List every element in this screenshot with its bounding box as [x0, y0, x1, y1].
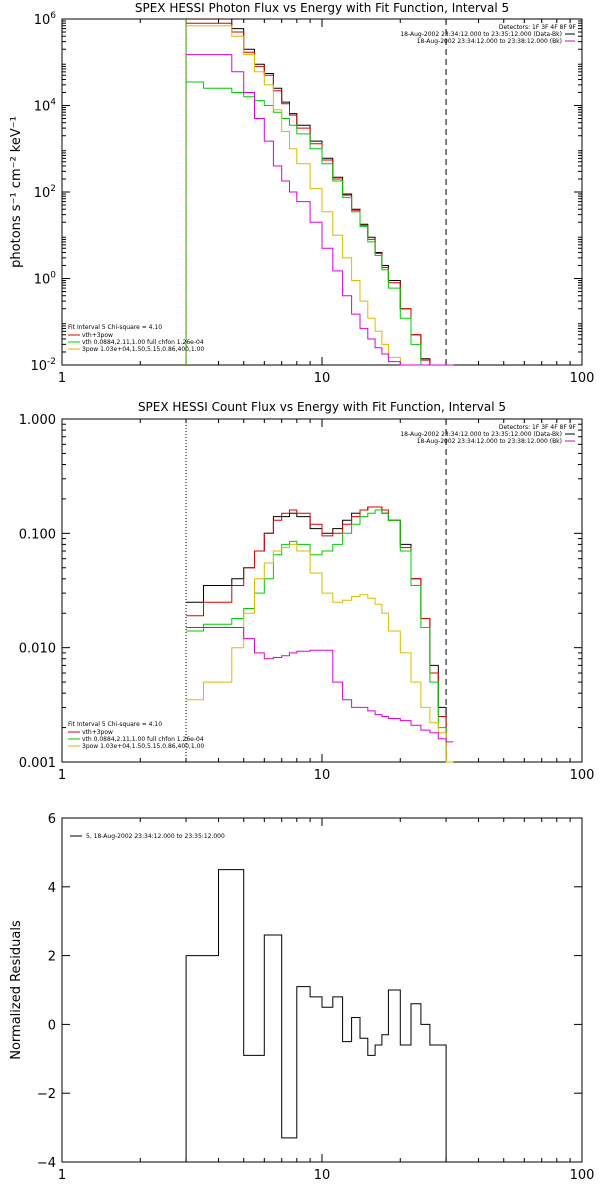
panel3-ytick-label: 4 [48, 881, 56, 896]
panel2-series-4 [186, 627, 454, 743]
panel1-series-4 [186, 54, 454, 366]
panel2-title: SPEX HESSI Count Flux vs Energy with Fit… [138, 400, 506, 414]
panel2-series-0 [186, 506, 454, 763]
panel1-header-line: 18-Aug-2002 23:34:12.000 to 23:38:12.000… [417, 38, 562, 45]
panel1-xtick-label: 100 [570, 371, 595, 386]
panel1-legend-title: Fit Interval 5 Chi-square = 4.10 [68, 324, 162, 331]
panel2-legend-title: Fit Interval 5 Chi-square = 4.10 [68, 721, 162, 728]
panel3-ytick-label: 0 [48, 1018, 56, 1033]
panel3-plot-frame [61, 817, 583, 1163]
panel1-series-2 [186, 81, 454, 366]
panel1-ytick-label: 100 [34, 271, 57, 288]
panel2-ytick-label: 0.010 [19, 642, 56, 657]
panel1-ytick-label: 10-2 [30, 357, 56, 374]
panel2-legend-item: vth 0.0884,2.11,1.00 full chfon 1.26e-04 [82, 736, 204, 743]
panel3-ylabel: Normalized Residuals [9, 920, 24, 1060]
panel1-ylabel: photons s⁻¹ cm⁻² keV⁻¹ [9, 116, 24, 268]
panel3-series-0 [185, 869, 447, 1162]
panel3-legend-item: 5, 18-Aug-2002 23:34:12.000 to 23:35:12.… [86, 833, 225, 840]
panel2-xtick-label: 100 [570, 768, 595, 783]
panel3-ytick-label: −2 [37, 1087, 56, 1102]
panel1-ytick-label: 102 [34, 184, 56, 201]
panel2-header-line: 18-Aug-2002 23:34:12.000 to 23:38:12.000… [417, 438, 562, 445]
panel2-ytick-label: 1.000 [19, 413, 56, 428]
panel3-ytick-label: 6 [48, 812, 56, 827]
panel2-series-3 [186, 543, 454, 763]
panel2-detectors: Detectors: 1F 3F 4F 8F 9F [499, 424, 577, 431]
panel2-xtick-label: 10 [314, 768, 331, 783]
panel1-series-0 [186, 18, 454, 366]
panel2-series-1 [186, 506, 454, 763]
panel1-ytick-label: 106 [34, 11, 57, 28]
panel1-xtick-label: 10 [314, 371, 331, 386]
panel3-ytick-label: −4 [37, 1156, 56, 1171]
panel1-legend-item: vth+3pow [82, 332, 113, 339]
panel1-ytick-label: 104 [34, 98, 57, 115]
panel2-series-2 [186, 509, 454, 763]
panel1-xtick-label: 1 [58, 371, 66, 386]
panel1-legend-item: vth 0.0884,2.11,1.00 full chfon 1.26e-04 [82, 339, 204, 346]
panel2-header-line: 18-Aug-2002 23:34:12.000 to 23:35:12.000… [400, 431, 562, 438]
panel1-series-1 [186, 22, 454, 366]
panel1-detectors: Detectors: 1F 3F 4F 8F 9F [499, 24, 577, 31]
panel3-xtick-label: 10 [314, 1168, 331, 1183]
panel3-xtick-label: 1 [58, 1168, 66, 1183]
panel2-legend-item: vth+3pow [82, 729, 113, 736]
panel1-title: SPEX HESSI Photon Flux vs Energy with Fi… [135, 1, 509, 15]
panel2-legend-item: 3pow 1.03e+04,1.50,5.15,0.86,400,1.00 [82, 743, 204, 750]
panel1-series-3 [186, 25, 454, 366]
panel1-legend-item: 3pow 1.03e+04,1.50,5.15,0.86,400,1.00 [82, 346, 204, 353]
panel1-header-line: 18-Aug-2002 23:34:12.000 to 23:35:12.000… [400, 31, 562, 38]
panel2-ytick-label: 0.100 [19, 527, 56, 542]
panel2-ytick-label: 0.001 [19, 756, 56, 771]
panel3-xtick-label: 100 [570, 1168, 595, 1183]
panel2-xtick-label: 1 [58, 768, 66, 783]
panel3-ytick-label: 2 [48, 950, 56, 965]
